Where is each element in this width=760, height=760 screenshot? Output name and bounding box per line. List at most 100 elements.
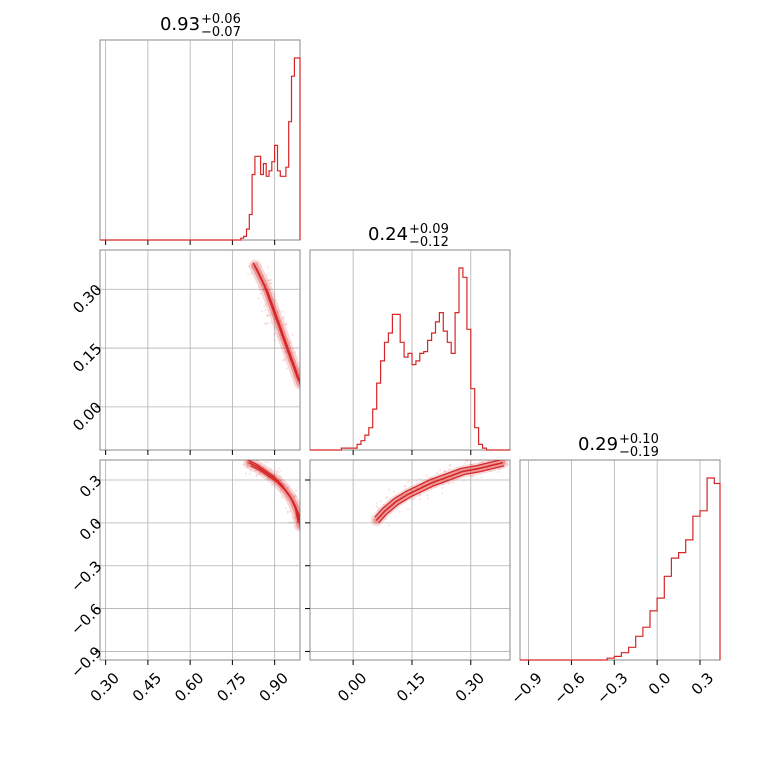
contour-panel-1-sample-77 [286,487,289,490]
contour-panel-2-sample-8 [463,461,466,464]
contour-panel-1-sample-53 [249,469,252,472]
contour-panel-0-sample-24 [271,298,275,301]
contour-panel-0-sample-30 [251,267,254,270]
contour-panel-2-sample-52 [451,476,454,479]
contour-panel-1-sample-35 [293,494,296,497]
title-plus-p2: +0.10 [619,432,659,447]
contour-panel-1-sample-1 [255,460,259,462]
xtick-label-p0-4: 0.90 [256,669,292,705]
contour-panel-2-sample-77 [438,469,441,472]
contour-panel-1-sample-34 [298,503,300,506]
contour-panel-0-sample-55 [285,323,288,326]
contour-panel-1-sample-82 [305,513,307,515]
xtick-label-p0-1: 0.45 [129,669,165,705]
contour-panel-1-sample-83 [258,472,261,475]
contour-panel-1-sample-65 [263,466,266,469]
contour-panel-0-sample-18 [265,303,268,306]
contour-panel-2-sample-18 [506,463,509,466]
contour-panel-0-sample-84 [304,365,306,367]
contour-panel-0-sample-52 [270,312,274,315]
contour-panel-1-sample-45 [280,496,284,499]
contour-panel-1-sample-11 [286,510,289,513]
xtick-label-p2-2: −0.3 [593,669,631,707]
contour-panel-2-sample-66 [375,501,378,505]
contour-panel-0-sample-41 [266,314,269,317]
contour-panel-0-sample-51 [257,297,260,300]
contour-panel-2-sample-32 [418,498,421,501]
contour-panel-2-sample-61 [469,460,472,463]
contour-panel-1-sample-33 [279,475,282,478]
contour-panel-2-sample-81 [497,470,500,474]
contour-panel-0-sample-47 [283,358,286,362]
contour-panel-2-sample-58 [379,500,382,503]
contour-panel-1-sample-89 [301,516,303,518]
contour-panel-2-sample-86 [418,494,421,497]
contour-panel-0-sample-10 [279,333,282,336]
title-plus-p0: +0.06 [201,12,241,27]
contour-panel-0-contour-ring-1 [256,268,300,384]
contour-panel-2-sample-83 [375,505,378,508]
contour-panel-2-sample-17 [388,488,391,491]
contour-panel-2-sample-87 [377,506,380,509]
contour-panel-2-sample-48 [456,470,459,473]
contour-panel-0-sample-61 [282,324,285,327]
contour-panel-1-sample-3 [266,478,269,481]
contour-panel-1-sample-66 [274,469,277,472]
contour-panel-0-sample-68 [297,366,300,370]
contour-panel-2-sample-39 [403,485,406,488]
panels: 0.30 0.45 0.60 0.75 0.90 0.00 0.15 0.30 −0.9 −0.6… [67,39,721,707]
contour-panel-0-sample-4 [274,339,277,342]
contour-panel-0-sample-60 [264,322,267,325]
contour-panel-0-sample-46 [259,264,262,267]
contour-panel-2-sample-54 [432,483,435,486]
contour-panel-0-sample-14 [266,266,269,269]
contour-panel-0-sample-8 [258,286,261,289]
hist-panel-2 [519,459,721,665]
contour-panel-0-sample-74 [250,272,253,275]
contour-panel-0-sample-3 [267,314,270,317]
contour-panel-2-sample-9 [407,508,410,511]
contour-panel-0-sample-28 [261,288,264,292]
contour-panel-2-sample-75 [449,463,452,467]
contour-panel-1-sample-63 [284,495,287,498]
contour-panel-1-sample-55 [287,486,290,489]
contour-panel-1-sample-67 [286,498,289,501]
contour-panel-0-sample-43 [252,266,255,269]
contour-panel-2-contour-ring-1 [378,465,505,524]
contour-panel-0-sample-19 [276,311,279,314]
contour-panel-1-sample-22 [266,461,269,464]
contour-panel-0-sample-89 [270,282,273,285]
contour-panel-0-sample-36 [291,333,294,336]
contour-panel-2-sample-68 [480,476,483,479]
contour-panel-1-sample-14 [301,513,303,515]
contour-panel-2-sample-55 [440,486,443,489]
contour-panel-2-sample-24 [392,490,395,493]
contour-panel-0-sample-56 [284,322,287,325]
contour-panel-0-sample-33 [266,322,269,325]
contour-panel-1-sample-76 [296,505,299,508]
contour-panel-1-sample-27 [296,501,299,504]
contour-panel-1-sample-57 [277,467,280,470]
hist-panel-1-frame [309,249,511,451]
contour-panel-0-sample-49 [260,310,263,313]
contour-panel-0-sample-17 [275,332,278,335]
contour-panel-2-sample-10 [462,479,466,482]
contour-panel-0-marks [247,259,306,390]
contour-panel-0-sample-9 [260,283,263,286]
title-median-p1: 0.24 [368,224,408,245]
contour-panel-1-sample-81 [301,524,303,526]
contour-panel-2-sample-34 [443,469,446,473]
xtick-label-p2-1: −0.6 [550,669,588,707]
contour-panel-2-sample-84 [487,460,490,463]
contour-panel-1-sample-69 [304,499,306,501]
hist-panel-1 [309,249,511,455]
contour-panel-0-sample-32 [282,315,285,319]
contour-panel-2-marks [370,460,509,527]
title-median-p0: 0.93 [160,14,200,35]
contour-panel-0-sample-85 [303,374,305,376]
contour-panel-0-sample-63 [282,317,285,320]
contour-panel-2-sample-28 [470,463,474,467]
contour-panel-0-sample-35 [265,283,268,286]
contour-panel-2-sample-14 [434,486,437,489]
contour-panel-0-sample-75 [263,288,266,291]
